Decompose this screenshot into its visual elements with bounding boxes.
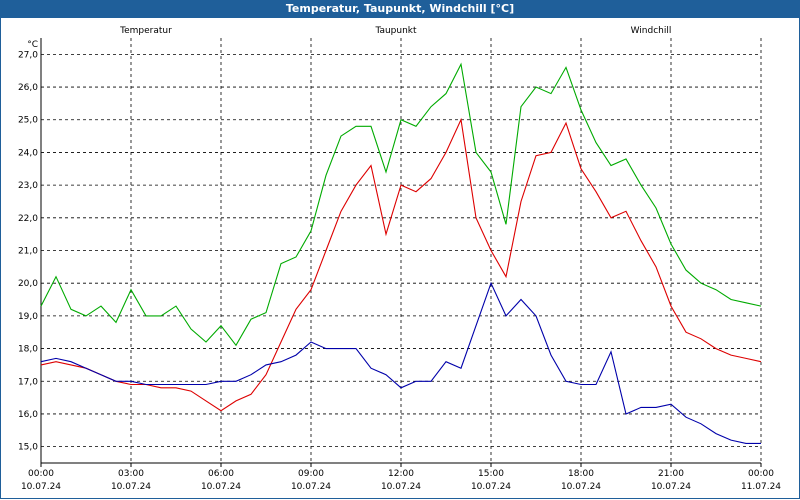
y-tick-label: 21,0 (18, 247, 38, 257)
y-tick-label: 15,0 (18, 443, 38, 453)
x-tick-time-label: 18:00 (568, 469, 594, 479)
series-line-windchill (40, 62, 762, 347)
x-tick-time-label: 03:00 (118, 469, 144, 479)
series-line-temperatur (40, 117, 762, 412)
x-tick-time-label: 09:00 (298, 469, 324, 479)
x-tick-time-label: 00:00 (748, 469, 774, 479)
x-tick-time-label: 15:00 (478, 469, 504, 479)
line-chart: 15,0 16,0 17,0 18,0 19,0 20,0 21,0 22,0 23,0 24,0… (18, 26, 781, 492)
grid (40, 38, 762, 463)
x-tick-date-label: 10.07.24 (651, 482, 691, 492)
y-tick-label: 25,0 (18, 116, 38, 126)
y-tick-label: 27,0 (18, 50, 38, 60)
y-tick-label: 26,0 (18, 83, 38, 93)
x-tick-time-label: 12:00 (388, 469, 414, 479)
x-tick-date-label: 10.07.24 (561, 482, 601, 492)
y-tick-label: 18,0 (18, 345, 38, 355)
x-tick-date-label: 10.07.24 (111, 482, 151, 492)
y-tick-label: 20,0 (18, 279, 38, 289)
y-tick-label: 16,0 (18, 410, 38, 420)
y-tick-label: 23,0 (18, 181, 38, 191)
y-tick-label: 24,0 (18, 148, 38, 158)
legend: Temperatur Taupunkt Windchill (119, 26, 671, 36)
y-tick-label: 19,0 (18, 312, 38, 322)
x-tick-date-label: 10.07.24 (291, 482, 331, 492)
x-tick-date-label: 10.07.24 (21, 482, 61, 492)
x-tick-date-label: 10.07.24 (381, 482, 421, 492)
window-title: Temperatur, Taupunkt, Windchill [°C] (0, 0, 800, 18)
x-tick-time-label: 06:00 (208, 469, 234, 479)
x-tick-time-label: 21:00 (658, 469, 684, 479)
x-tick-date-label: 10.07.24 (201, 482, 241, 492)
x-tick-date-label: 11.07.24 (741, 482, 781, 492)
chart-frame: 15,0 16,0 17,0 18,0 19,0 20,0 21,0 22,0 23,0 24,0… (0, 18, 800, 499)
legend-windchill: Windchill (631, 26, 672, 36)
axes: 15,0 16,0 17,0 18,0 19,0 20,0 21,0 22,0 23,0 24,0… (18, 38, 781, 492)
y-tick-label: 17,0 (18, 377, 38, 387)
legend-taupunkt: Taupunkt (374, 26, 417, 36)
x-tick-time-label: 00:00 (28, 469, 54, 479)
y-unit-label: °C (27, 40, 38, 50)
series-lines (40, 62, 762, 444)
x-tick-date-label: 10.07.24 (471, 482, 511, 492)
y-tick-label: 22,0 (18, 214, 38, 224)
legend-temperatur: Temperatur (119, 26, 172, 36)
series-line-taupunkt (40, 281, 761, 444)
